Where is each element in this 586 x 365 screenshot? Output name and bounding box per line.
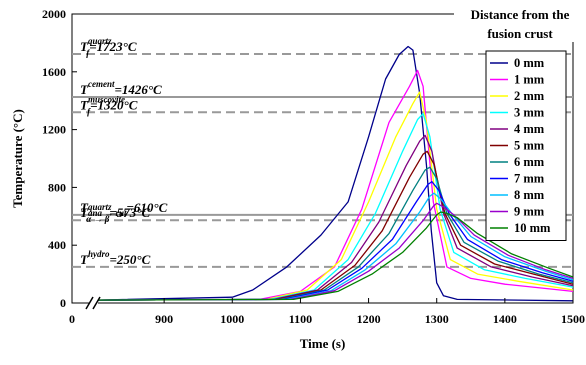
series-line-9-mm	[95, 202, 574, 301]
x-tick-label: 1400	[493, 312, 517, 326]
series-lines	[95, 45, 574, 302]
x-tick-label: 1100	[289, 312, 312, 326]
legend-entry: 7 mm	[514, 172, 545, 186]
reference-annotation-5: Thydro=250°C	[80, 249, 151, 267]
y-tick-label: 1600	[42, 65, 66, 79]
legend-entry: 8 mm	[514, 188, 545, 202]
y-axis-label: Temperature (°C)	[10, 109, 25, 208]
y-tick-label: 0	[60, 296, 66, 310]
legend-title-line-2: fusion crust	[487, 26, 553, 41]
series-line-5-mm	[95, 150, 574, 301]
x-tick-label: 0	[69, 312, 75, 326]
reference-annotation-2: Tmuscovite f=1320°C	[80, 94, 138, 116]
series-line-2-mm	[95, 91, 574, 301]
series-line-8-mm	[95, 192, 574, 301]
y-tick-label: 400	[48, 238, 66, 252]
y-tick-label: 1200	[42, 123, 66, 137]
series-line-0-mm	[95, 45, 574, 302]
axis-break-mark	[92, 296, 101, 310]
reference-annotation-4: Tquartz α → β=573°C	[80, 202, 150, 224]
series-line-7-mm	[95, 180, 574, 301]
axis-break-mark	[85, 296, 94, 310]
x-axis-label: Time (s)	[300, 336, 346, 351]
x-tick-label: 1000	[220, 312, 244, 326]
series-line-4-mm	[95, 134, 574, 301]
axis-break-gap	[90, 298, 98, 308]
x-tick-label: 1500	[561, 312, 585, 326]
reference-annotation-1: Tcement=1426°C	[80, 79, 162, 97]
series-line-1-mm	[95, 69, 574, 301]
series-line-10-mm	[95, 211, 574, 301]
y-tick-label: 800	[48, 180, 66, 194]
x-tick-label: 1300	[425, 312, 449, 326]
series-line-6-mm	[95, 166, 574, 301]
legend-entry: 5 mm	[514, 139, 545, 153]
x-tick-label: 900	[155, 312, 173, 326]
series-line-3-mm	[95, 113, 574, 301]
x-tick-label: 1200	[357, 312, 381, 326]
axes: 0 400 800 1200 1600 2000 0 900 1000 1100 1200 1300 1…	[10, 7, 585, 351]
reference-annotation-3: Tana → rut=610°C	[80, 200, 168, 218]
legend-entry: 0 mm	[514, 56, 545, 70]
legend-entry: 2 mm	[514, 89, 545, 103]
legend-title-line-1: Distance from the	[471, 7, 570, 22]
legend: Distance from the fusion crust 0 mm 1 mm 2 m…	[454, 4, 586, 241]
y-tick-label: 2000	[42, 7, 66, 21]
legend-entry: 1 mm	[514, 73, 545, 87]
reference-annotation-0: Tquartz f=1723°C	[80, 36, 137, 58]
legend-entry: 6 mm	[514, 155, 545, 169]
legend-entry: 10 mm	[514, 221, 551, 235]
legend-entry: 4 mm	[514, 122, 545, 136]
legend-entry: 3 mm	[514, 106, 545, 120]
legend-title-bg	[454, 4, 586, 42]
legend-entry: 9 mm	[514, 205, 545, 219]
